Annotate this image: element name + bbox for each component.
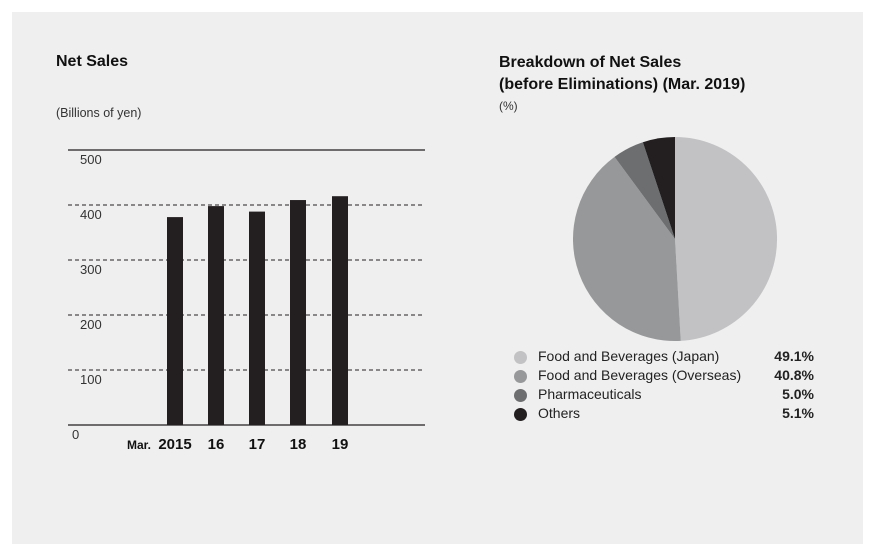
y-tick-label: 300	[80, 262, 102, 277]
legend-swatch	[514, 351, 527, 364]
net-sales-title: Net Sales	[56, 53, 129, 70]
legend-label: Pharmaceuticals	[538, 386, 642, 402]
x-tick-label: 2015	[158, 436, 191, 453]
legend-label: Others	[538, 405, 581, 421]
breakdown-title-line1: Breakdown of Net Sales	[499, 54, 682, 71]
y-tick-label: 200	[80, 317, 102, 332]
bar	[290, 200, 306, 425]
x-tick-label: 19	[332, 436, 349, 453]
legend-item: Food and Beverages (Japan) 49.1%	[514, 348, 814, 367]
breakdown-legend: Food and Beverages (Japan) 49.1% Food and …	[514, 348, 814, 424]
legend-swatch	[514, 408, 527, 421]
legend-item: Others 5.1%	[514, 405, 814, 424]
x-tick-label: 17	[249, 436, 266, 453]
legend-value: 5.0%	[782, 386, 814, 402]
legend-item: Pharmaceuticals 5.0%	[514, 386, 814, 405]
legend-item: Food and Beverages (Overseas) 40.8%	[514, 367, 814, 386]
legend-label: Food and Beverages (Overseas)	[538, 367, 742, 383]
bar	[167, 217, 183, 425]
bar	[249, 211, 265, 425]
x-tick-prefix: Mar.	[127, 438, 151, 452]
pie-slice	[675, 136, 778, 341]
y-tick-label: 500	[80, 152, 102, 167]
net-sales-unit: (Billions of yen)	[56, 106, 142, 120]
pie-slice	[642, 137, 675, 239]
net-sales-bar-chart: 0 100 200 300 400 500 2015 16 17 18 19 Mar.	[68, 149, 425, 453]
legend-value: 5.1%	[782, 405, 814, 421]
y-tick-label: 100	[80, 372, 102, 387]
legend-value: 40.8%	[774, 367, 814, 383]
pie-slice	[614, 142, 675, 239]
breakdown-title-line2: (before Eliminations) (Mar. 2019)	[499, 76, 746, 93]
legend-label: Food and Beverages (Japan)	[538, 348, 720, 364]
bar	[208, 206, 224, 425]
y-tick-label: 0	[72, 427, 79, 442]
y-tick-label: 400	[80, 207, 102, 222]
breakdown-unit: (%)	[499, 99, 518, 113]
pie-slice	[572, 156, 681, 342]
x-tick-label: 16	[208, 436, 225, 453]
legend-value: 49.1%	[774, 348, 814, 364]
bar	[332, 196, 348, 425]
breakdown-title: Breakdown of Net Sales (before Eliminati…	[499, 52, 745, 96]
breakdown-pie-chart	[572, 136, 778, 342]
legend-swatch	[514, 370, 527, 383]
legend-swatch	[514, 389, 527, 402]
x-tick-label: 18	[290, 436, 307, 453]
